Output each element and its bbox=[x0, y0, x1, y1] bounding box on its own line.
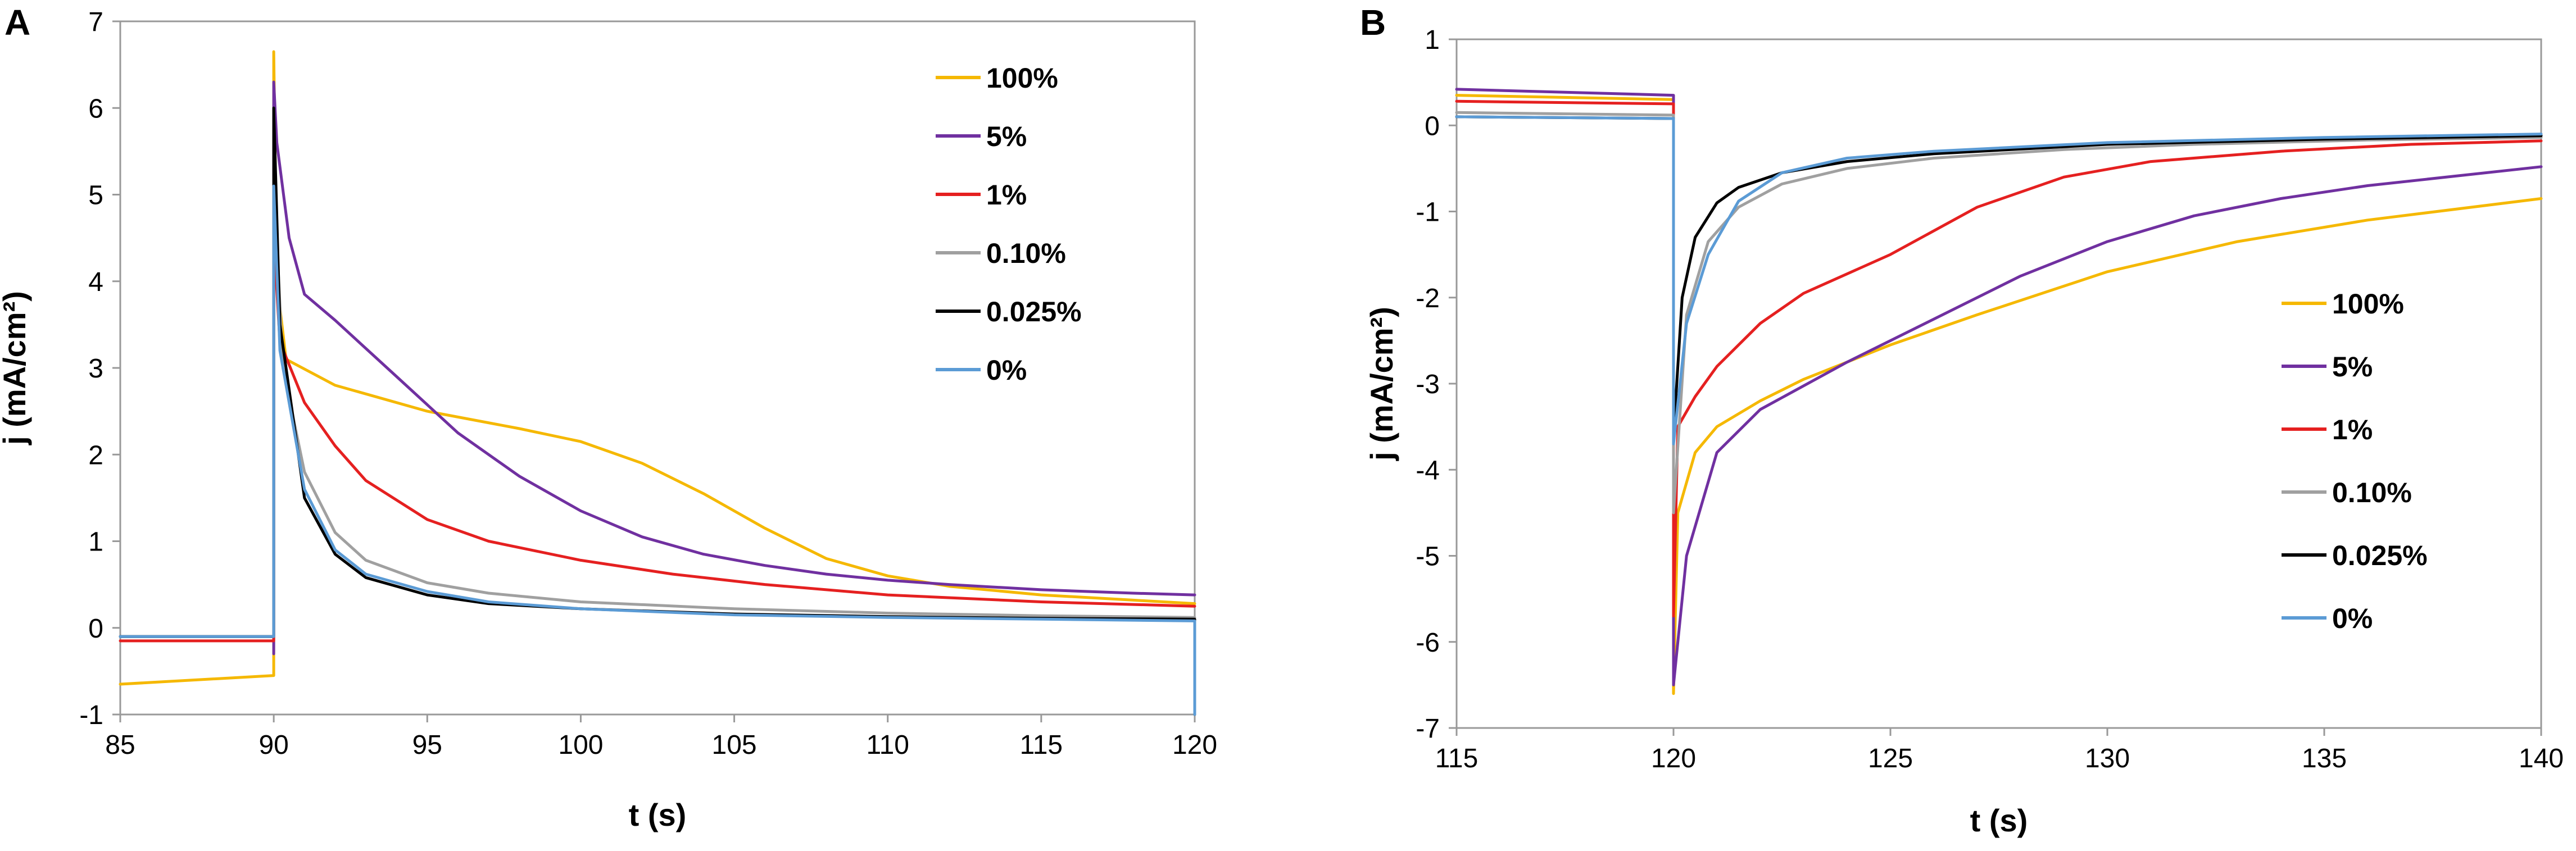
y-tick-label-b: -1 bbox=[1416, 198, 1440, 227]
axis-ticks-b: 115 120 125 130 135 140 -7 -6 -5 -4 -3 -2 -1 0 1 bbox=[1416, 25, 2564, 773]
legend-label-a-5: 0% bbox=[986, 354, 1027, 386]
legend-label-a-3: 0.10% bbox=[986, 238, 1066, 269]
legend-label-a-1: 5% bbox=[986, 121, 1027, 152]
y-axis-title-a: j (mA/cm²) bbox=[0, 291, 32, 445]
y-tick-label-b: 1 bbox=[1425, 25, 1440, 55]
legend-label-b-4: 0.025% bbox=[2332, 540, 2428, 571]
y-tick-label-a: 3 bbox=[88, 354, 103, 384]
legend-label-a-0: 100% bbox=[986, 62, 1058, 94]
legend-label-b-1: 5% bbox=[2332, 351, 2373, 383]
y-tick-label-a: 0 bbox=[88, 614, 103, 644]
x-tick-label-b: 140 bbox=[2519, 744, 2564, 773]
x-tick-label-a: 90 bbox=[258, 730, 288, 760]
legend-label-b-0: 100% bbox=[2332, 288, 2404, 320]
panel-label-a: A bbox=[4, 2, 30, 43]
y-tick-label-a: 1 bbox=[88, 527, 103, 557]
x-axis-title-b: t (s) bbox=[1970, 803, 2028, 838]
y-tick-label-a: 6 bbox=[88, 94, 103, 124]
legend-label-a-2: 1% bbox=[986, 179, 1027, 211]
series-line-b-3 bbox=[1455, 111, 2543, 515]
y-tick-label-b: -7 bbox=[1416, 714, 1440, 744]
y-tick-label-a: 2 bbox=[88, 440, 103, 470]
series-line-b-2 bbox=[1455, 99, 2543, 618]
legend-b: 100% 5% 1% 0.10% 0.025% 0% bbox=[2282, 288, 2428, 634]
x-tick-label-a: 105 bbox=[712, 730, 757, 760]
series-line-b-4 bbox=[1455, 115, 2543, 437]
x-tick-label-b: 120 bbox=[1651, 744, 1696, 773]
y-tick-label-b: -3 bbox=[1416, 370, 1440, 399]
series-line-b-5 bbox=[1455, 115, 2543, 445]
x-tick-label-a: 115 bbox=[1020, 730, 1063, 760]
x-tick-label-b: 135 bbox=[2302, 744, 2347, 773]
y-tick-label-b: -2 bbox=[1416, 284, 1440, 313]
y-tick-label-b: -4 bbox=[1416, 456, 1440, 485]
legend-label-b-5: 0% bbox=[2332, 603, 2373, 634]
y-tick-label-a: 5 bbox=[88, 181, 103, 211]
legend-a: 100% 5% 1% 0.10% 0.025% 0% bbox=[936, 62, 1082, 386]
y-tick-label-b: -5 bbox=[1416, 542, 1440, 572]
series-line-b-1 bbox=[1455, 88, 2543, 686]
y-tick-label-a: 7 bbox=[88, 7, 103, 37]
x-tick-label-a: 120 bbox=[1172, 730, 1217, 760]
y-tick-label-b: 0 bbox=[1425, 111, 1440, 141]
panel-label-b: B bbox=[1360, 2, 1386, 43]
panel-a: A 85 90 95 100 105 110 115 120 -1 0 1 2 3 4 5 6 7 100% 5%… bbox=[0, 2, 1217, 832]
series-group-a bbox=[119, 50, 1196, 716]
series-line-a-1 bbox=[272, 80, 1196, 656]
x-tick-label-a: 85 bbox=[105, 730, 135, 760]
x-tick-label-b: 130 bbox=[2085, 744, 2130, 773]
x-tick-label-a: 100 bbox=[558, 730, 603, 760]
legend-label-b-2: 1% bbox=[2332, 414, 2373, 445]
series-group-b bbox=[1455, 88, 2543, 695]
axis-ticks-a: 85 90 95 100 105 110 115 120 -1 0 1 2 3 4 5 6 7 bbox=[79, 7, 1217, 760]
panel-b: B 115 120 125 130 135 140 -7 -6 -5 -4 -3 -2 -1 0 1 100… bbox=[1360, 2, 2564, 838]
x-tick-label-b: 125 bbox=[1868, 744, 1913, 773]
series-line-a-4 bbox=[119, 106, 1196, 716]
plot-area-b bbox=[1455, 38, 2542, 729]
x-axis-title-a: t (s) bbox=[629, 797, 687, 832]
y-axis-title-b: j (mA/cm²) bbox=[1364, 307, 1399, 461]
x-tick-label-b: 115 bbox=[1435, 744, 1479, 773]
y-tick-label-b: -6 bbox=[1416, 628, 1440, 658]
legend-label-a-4: 0.025% bbox=[986, 296, 1082, 327]
series-line-a-5 bbox=[119, 184, 1196, 716]
x-tick-label-a: 110 bbox=[866, 730, 909, 760]
x-tick-label-a: 95 bbox=[412, 730, 442, 760]
y-tick-label-a: -1 bbox=[79, 700, 103, 730]
y-tick-label-a: 4 bbox=[88, 267, 103, 297]
legend-label-b-3: 0.10% bbox=[2332, 477, 2412, 508]
